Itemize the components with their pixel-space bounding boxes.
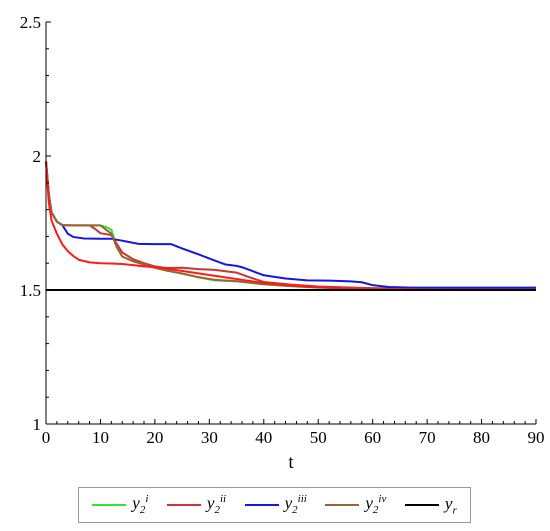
series-line-1 [45,161,536,290]
legend-swatch [244,503,279,506]
legend-item: y2ii [166,493,227,517]
y-tick-label: 2.5 [20,13,41,32]
x-tick-label: 20 [146,428,163,447]
x-tick-label: 30 [201,428,218,447]
x-tick-label: 90 [528,428,545,447]
series-line-2 [45,161,536,289]
legend-label: y2ii [206,493,227,517]
legend-label: y2i [132,493,149,517]
legend-swatch [325,503,360,506]
x-tick-label: 60 [364,428,381,447]
legend-swatch [404,503,439,506]
legend-item: y2iii [244,493,307,517]
x-tick-label: 0 [42,428,51,447]
legend-item: y2i [92,493,149,517]
y-tick-label: 2 [33,147,42,166]
x-tick-label: 70 [419,428,436,447]
legend-item: yr [404,493,457,517]
legend: y2i y2ii y2iii y2iv yr [78,487,471,523]
x-tick-label: 10 [92,428,109,447]
legend-swatch [92,503,127,506]
legend-label: y2iv [365,493,387,517]
x-tick-label: 50 [310,428,327,447]
legend-label: yr [444,493,457,517]
legend-item: y2iv [325,493,387,517]
x-tick-label: 40 [255,428,272,447]
line-chart: 0 10 20 30 40 50 60 70 80 90 1 1.5 2 2.5 t [20,13,545,473]
series-line-4 [45,161,537,291]
y-tick-label: 1.5 [20,281,41,300]
x-tick-label: 80 [473,428,490,447]
series-line-0 [45,161,536,291]
legend-label: y2iii [284,493,307,517]
x-axis-title: t [288,452,294,473]
legend-swatch [166,503,201,506]
series-line-3 [45,161,536,291]
y-tick-label: 1 [33,415,42,434]
